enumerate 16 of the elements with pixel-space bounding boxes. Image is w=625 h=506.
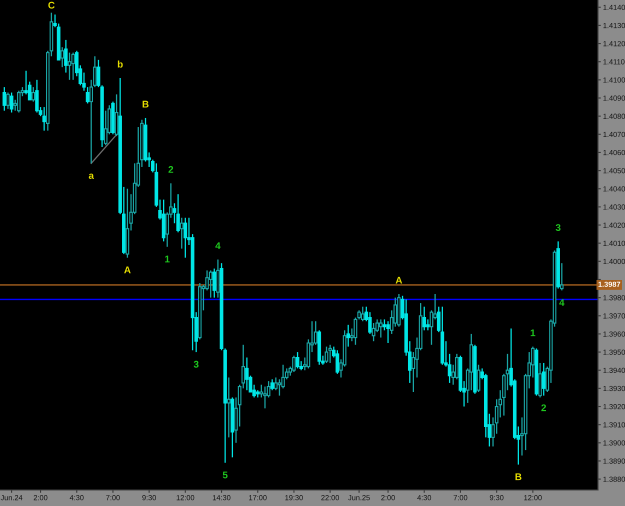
annotation: C: [48, 2, 55, 9]
annotation: 2: [168, 166, 174, 173]
annotation: 1: [165, 256, 170, 262]
annotation: 2: [541, 404, 546, 412]
annotation: 3: [194, 360, 199, 368]
annotation: b: [118, 60, 123, 68]
annotation: B: [142, 100, 149, 108]
annotation: A: [124, 266, 131, 274]
annotation: a: [88, 174, 94, 179]
annotation: 4: [559, 299, 564, 306]
annotation: 3: [556, 224, 561, 231]
annotation: A: [396, 276, 402, 284]
annotation: B: [516, 473, 522, 480]
annotation: 5: [222, 472, 228, 478]
annotation: 4: [215, 242, 221, 250]
annotation: 1: [530, 329, 536, 336]
